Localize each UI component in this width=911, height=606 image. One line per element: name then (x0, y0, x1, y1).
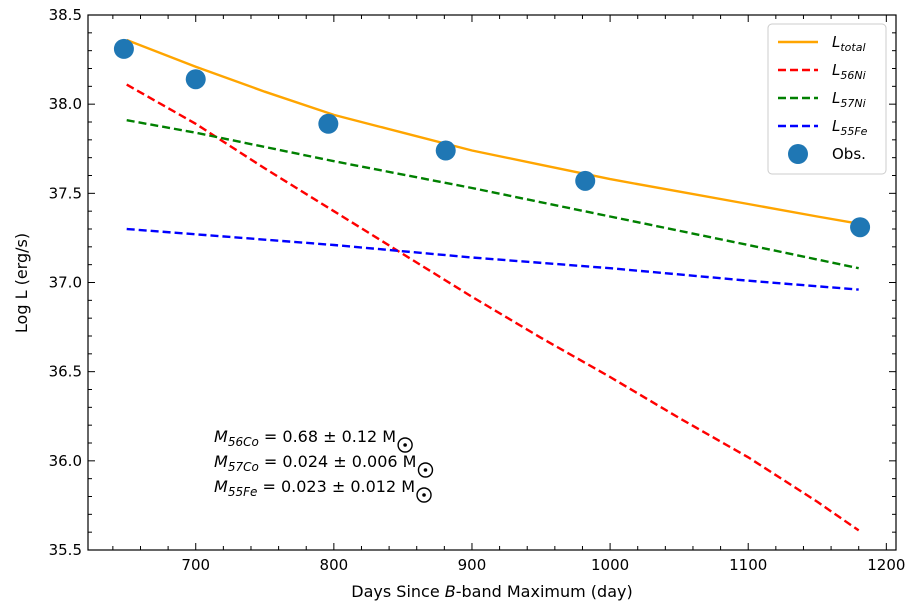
mass-annotation-55fe: M55Fe = 0.023 ± 0.012 M (214, 477, 415, 499)
annotation-sub: 55Fe (228, 485, 258, 499)
x-axis-label-em: B (445, 582, 456, 601)
obs-point (435, 140, 456, 161)
series-line-57ni (126, 119, 859, 270)
legend-label-55fe: L55Fe (832, 117, 868, 138)
obs-point (185, 69, 206, 90)
annotation-main: M (214, 427, 228, 446)
y-tick-label: 38.0 (49, 95, 82, 113)
solar-mass-icon-dot (422, 493, 426, 497)
y-tick-labels: 35.5 36.0 36.5 37.0 37.5 38.0 38.5 (49, 6, 82, 559)
solar-mass-icon-dot (423, 468, 428, 472)
legend-label-main: L (832, 61, 840, 79)
solar-mass-icon (417, 462, 434, 478)
obs-point (850, 217, 871, 238)
series-line-total (126, 38, 859, 225)
mass-annotation-56co: M56Co = 0.68 ± 0.12 M (214, 427, 396, 449)
x-axis-label-post: -band Maximum (day) (456, 582, 633, 601)
legend-label-sub: 55Fe (840, 125, 867, 138)
x-tick-label: 1100 (729, 556, 767, 574)
solar-mass-icon (397, 437, 413, 453)
series-line-55fe (126, 227, 859, 291)
legend-label-main: L (832, 117, 840, 135)
annotation-main: M (214, 477, 228, 496)
legend-label-total: Ltotal (832, 33, 866, 54)
x-tick-label: 900 (458, 556, 487, 574)
x-tick-label: 1200 (867, 556, 905, 574)
x-tick-labels: 700 800 900 1000 1100 1200 (181, 556, 905, 574)
y-tick-label: 35.5 (49, 541, 82, 559)
y-tick-label: 36.5 (49, 363, 82, 381)
x-axis-label-pre: Days Since (351, 582, 444, 601)
legend-label-sub: 57Ni (840, 97, 865, 110)
series-line-56ni (126, 83, 860, 532)
legend-swatch-obs (788, 144, 808, 164)
annotation-value: = 0.024 ± 0.006 M (259, 452, 417, 471)
y-axis-label: Log L (erg/s) (12, 233, 31, 333)
legend-label-sub: total (840, 41, 865, 54)
y-tick-label: 36.0 (49, 452, 82, 470)
y-tick-label: 38.5 (49, 6, 82, 24)
legend-label-sub: 56Ni (840, 69, 865, 82)
y-tick-label: 37.5 (49, 184, 82, 202)
solar-mass-icon-dot (403, 443, 407, 447)
solar-mass-icon (416, 487, 432, 503)
observation-points (113, 38, 871, 238)
x-axis-label: Days Since B-band Maximum (day) (351, 582, 632, 601)
x-tick-label: 700 (181, 556, 210, 574)
legend-label-obs: Obs. (832, 145, 866, 163)
annotation-value: = 0.68 ± 0.12 M (259, 427, 396, 446)
y-tick-label: 37.0 (49, 274, 82, 292)
legend-label-main: L (832, 89, 840, 107)
annotation-sub: 57Co (228, 460, 259, 474)
x-tick-label: 800 (320, 556, 349, 574)
obs-point (113, 38, 134, 59)
series-lines (126, 38, 860, 532)
x-tick-label: 1000 (591, 556, 629, 574)
legend-box (767, 23, 887, 175)
obs-point (318, 113, 339, 134)
legend-label-main: L (832, 33, 840, 51)
annotation-value: = 0.023 ± 0.012 M (257, 477, 415, 496)
annotation-main: M (214, 452, 228, 471)
legend-label-56ni: L56Ni (832, 61, 866, 82)
annotation-sub: 56Co (228, 435, 259, 449)
axis-ticks (88, 14, 896, 551)
obs-point (575, 170, 596, 191)
legend-label-57ni: L57Ni (832, 89, 866, 110)
mass-annotation-57co: M57Co = 0.024 ± 0.006 M (214, 452, 416, 474)
